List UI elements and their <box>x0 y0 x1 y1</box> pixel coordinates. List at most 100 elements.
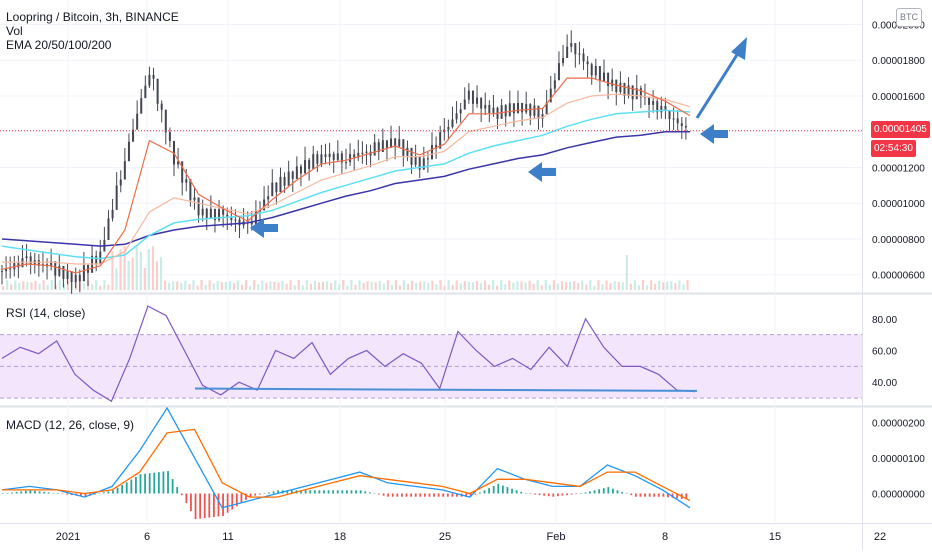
volume-bar <box>682 284 685 290</box>
macd-tick-label: 0.00000100 <box>872 454 925 465</box>
volume-bar <box>447 280 450 290</box>
rsi-legend[interactable]: RSI (14, close) <box>6 306 86 320</box>
x-tick-label: 18 <box>334 531 346 543</box>
candle-body <box>594 66 597 76</box>
volume-legend[interactable]: Vol <box>6 24 23 38</box>
macd-legend[interactable]: MACD (12, 26, close, 9) <box>6 418 135 432</box>
volume-bar <box>285 283 288 290</box>
macd-hist-bar <box>474 493 477 495</box>
volume-bar <box>459 283 462 290</box>
candle-body <box>562 58 565 64</box>
rsi-tick-label: 40.00 <box>872 378 897 389</box>
candle-body <box>607 72 610 87</box>
volume-bar <box>228 281 231 290</box>
macd-hist-bar <box>538 493 541 496</box>
candle-body <box>291 171 294 179</box>
volume-bar <box>512 282 515 290</box>
macd-hist-bar <box>570 493 573 495</box>
up-arrow-annotation <box>695 49 742 119</box>
macd-hist-bar <box>231 493 234 510</box>
candle-body <box>324 154 327 158</box>
candle-body <box>406 147 409 156</box>
macd-hist-bar <box>249 493 252 497</box>
candle-body <box>656 101 659 113</box>
candle-body <box>275 182 278 193</box>
macd-hist-bar <box>529 493 532 495</box>
symbol-title[interactable]: Loopring / Bitcoin, 3h, BINANCE <box>6 10 179 24</box>
volume-bar <box>358 280 361 290</box>
macd-tick-label: 0.00000200 <box>872 418 925 429</box>
macd-hist-bar <box>102 492 105 494</box>
candle-body <box>230 217 233 221</box>
candle-body <box>58 266 61 276</box>
candle-body <box>566 46 569 59</box>
candle-body <box>373 142 376 156</box>
ema-legend[interactable]: EMA 20/50/100/200 <box>6 38 112 52</box>
macd-hist-bar <box>346 490 348 494</box>
volume-bar <box>6 280 9 290</box>
macd-hist-bar <box>84 493 87 497</box>
candle-body <box>365 151 368 153</box>
candle-body <box>213 208 216 221</box>
macd-hist-bar <box>125 482 128 494</box>
volume-bar <box>273 281 276 290</box>
volume-bar <box>455 280 458 290</box>
macd-hist-bar <box>148 473 151 494</box>
volume-bar <box>139 251 142 290</box>
candle-body <box>111 209 114 219</box>
macd-hist-bar <box>630 493 633 496</box>
y-tick-label: 0.00001600 <box>872 92 925 103</box>
signal-line <box>2 428 691 502</box>
volume-bar <box>516 281 519 290</box>
volume-bar <box>419 281 422 290</box>
candle-body <box>586 61 589 65</box>
macd-hist-bar <box>391 493 394 497</box>
candle-body <box>205 208 208 218</box>
volume-bar <box>14 280 17 290</box>
candle-body <box>508 103 511 117</box>
candle-body <box>639 88 642 98</box>
candle-body <box>82 265 85 282</box>
candle-body <box>308 160 311 169</box>
macd-hist-bar <box>24 490 27 494</box>
macd-hist-bar <box>300 490 302 494</box>
candle-body <box>643 96 646 98</box>
macd-tick-label: 0.00000000 <box>872 490 925 501</box>
volume-bar <box>95 280 98 290</box>
currency-badge[interactable]: BTC <box>896 8 922 27</box>
candle-body <box>127 141 130 162</box>
candle-body <box>95 255 98 264</box>
volume-bar <box>560 280 564 290</box>
volume-bar <box>281 280 284 290</box>
candle-body <box>435 145 438 149</box>
candle-body <box>459 109 462 114</box>
candle-body <box>250 221 253 225</box>
macd-hist-bar <box>336 490 339 494</box>
macd-hist-bar <box>469 493 472 497</box>
volume-bar <box>678 280 681 290</box>
volume-bar <box>645 285 649 290</box>
macd-hist-bar <box>38 491 41 494</box>
macd-hist-bar <box>451 493 454 497</box>
volume-bar <box>334 280 337 290</box>
macd-hist-bar <box>602 488 605 494</box>
candle-body <box>74 274 77 283</box>
volume-bar <box>151 246 155 290</box>
macd-hist-bar <box>199 493 202 519</box>
volume-bar <box>467 282 470 290</box>
volume-bar <box>650 280 653 290</box>
macd-hist-bar <box>547 493 550 497</box>
macd-hist-bar <box>442 493 445 497</box>
macd-hist-bar <box>368 492 371 494</box>
candle-body <box>488 104 491 113</box>
candle-body <box>156 78 159 104</box>
macd-hist-bar <box>144 473 146 494</box>
candle-body <box>623 83 626 96</box>
candle-body <box>189 179 192 201</box>
macd-hist-bar <box>157 472 160 494</box>
macd-hist-bar <box>621 491 623 494</box>
candle-body <box>29 256 32 265</box>
candle-body <box>271 182 274 197</box>
